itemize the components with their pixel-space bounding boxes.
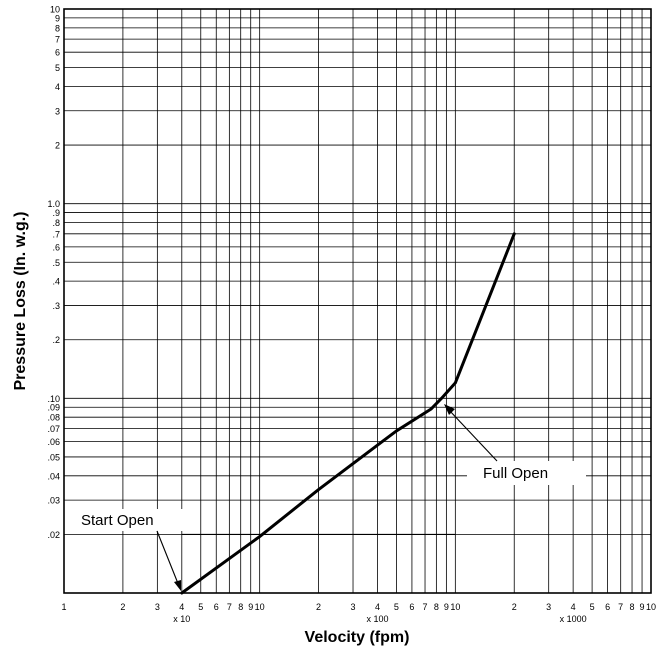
- y-tick-label: 8: [55, 23, 60, 33]
- grid-lines: [63, 8, 652, 593]
- y-tick-label: .04: [47, 471, 60, 481]
- series-layer: [180, 232, 516, 595]
- y-tick-label: .3: [52, 301, 60, 311]
- x-tick-label: 2: [316, 602, 321, 612]
- x-tick-label: 1: [61, 602, 66, 612]
- y-tick-labels: .02 .03 .04 .05 .06 .07.08.09.10 .2 .3 .4 .5 .6 .7.…: [47, 5, 60, 540]
- x-tick-label: 9: [248, 602, 253, 612]
- x-tick-label: 9: [640, 602, 645, 612]
- y-tick-label: .8: [52, 218, 60, 228]
- y-tick-label: 3: [55, 106, 60, 116]
- x-tick-label: 6: [409, 602, 414, 612]
- x-tick-label: 10: [450, 602, 460, 612]
- x-tick-label: 3: [351, 602, 356, 612]
- y-tick-label: .09: [47, 403, 60, 413]
- y-tick-label: 9: [55, 13, 60, 23]
- y-tick-label: .05: [47, 452, 60, 462]
- y-tick-label: .07: [47, 424, 60, 434]
- y-tick-label: .10: [47, 394, 60, 404]
- x-tick-label: 6: [605, 602, 610, 612]
- x-tick-label: 8: [434, 602, 439, 612]
- x-tick-label: 7: [423, 602, 428, 612]
- y-tick-label: 6: [55, 48, 60, 58]
- x-multiplier-labels: x 10 x 100 x 1000: [173, 614, 586, 624]
- y-tick-label: 10: [50, 5, 60, 15]
- y-tick-label: .9: [52, 208, 60, 218]
- x-tick-label: 9: [444, 602, 449, 612]
- full-open-arrow-line: [448, 409, 498, 462]
- x-multiplier-label: x 10: [173, 614, 190, 624]
- full-open-label-bg: [467, 461, 586, 485]
- annotations: Start Open Full Open: [78, 404, 586, 591]
- x-tick-label: 6: [214, 602, 219, 612]
- x-tick-label: 8: [238, 602, 243, 612]
- x-tick-label: 7: [618, 602, 623, 612]
- x-multiplier-label: x 100: [366, 614, 388, 624]
- y-tick-label: .5: [52, 258, 60, 268]
- x-tick-label: 4: [179, 602, 184, 612]
- y-tick-label: 4: [55, 82, 60, 92]
- x-tick-label: 5: [394, 602, 399, 612]
- y-tick-label: 5: [55, 63, 60, 73]
- x-tick-label: 3: [155, 602, 160, 612]
- x-tick-label: 2: [120, 602, 125, 612]
- x-tick-label: 5: [198, 602, 203, 612]
- x-tick-label: 10: [646, 602, 656, 612]
- y-tick-label: .08: [47, 413, 60, 423]
- y-tick-label: .6: [52, 242, 60, 252]
- y-tick-label: 1.0: [47, 199, 60, 209]
- y-tick-label: .06: [47, 437, 60, 447]
- y-tick-label: .4: [52, 277, 60, 287]
- start-open-label-bg: [78, 509, 184, 531]
- x-axis-title: Velocity (fpm): [305, 629, 410, 646]
- x-tick-label: 10: [255, 602, 265, 612]
- x-tick-label: 3: [546, 602, 551, 612]
- x-tick-label: 7: [227, 602, 232, 612]
- x-tick-label: 2: [512, 602, 517, 612]
- y-tick-label: 7: [55, 35, 60, 45]
- y-tick-label: .02: [47, 530, 60, 540]
- plot-frame: [63, 8, 652, 594]
- start-open-arrow-head: [174, 580, 181, 591]
- series-line-0: [180, 232, 516, 595]
- start-open-label: Start Open: [81, 512, 154, 529]
- x-multiplier-label: x 1000: [560, 614, 587, 624]
- x-tick-label: 5: [590, 602, 595, 612]
- x-tick-label: 4: [375, 602, 380, 612]
- x-tick-label: 4: [571, 602, 576, 612]
- x-tick-labels: 1 2 3 4 5 6 7 8 9 10 2 3 4 5 6 7 8 9 10 2 3 4 5 6 7 8 9 10: [61, 602, 656, 612]
- y-axis-title: Pressure Loss (In. w.g.): [12, 211, 29, 390]
- full-open-arrow-head: [444, 404, 455, 415]
- full-open-label: Full Open: [483, 465, 548, 482]
- y-tick-label: 2: [55, 141, 60, 151]
- y-tick-label: .03: [47, 496, 60, 506]
- x-tick-label: 8: [630, 602, 635, 612]
- start-open-arrow-line: [156, 530, 180, 587]
- y-tick-label: .2: [52, 335, 60, 345]
- y-tick-label: .7: [52, 229, 60, 239]
